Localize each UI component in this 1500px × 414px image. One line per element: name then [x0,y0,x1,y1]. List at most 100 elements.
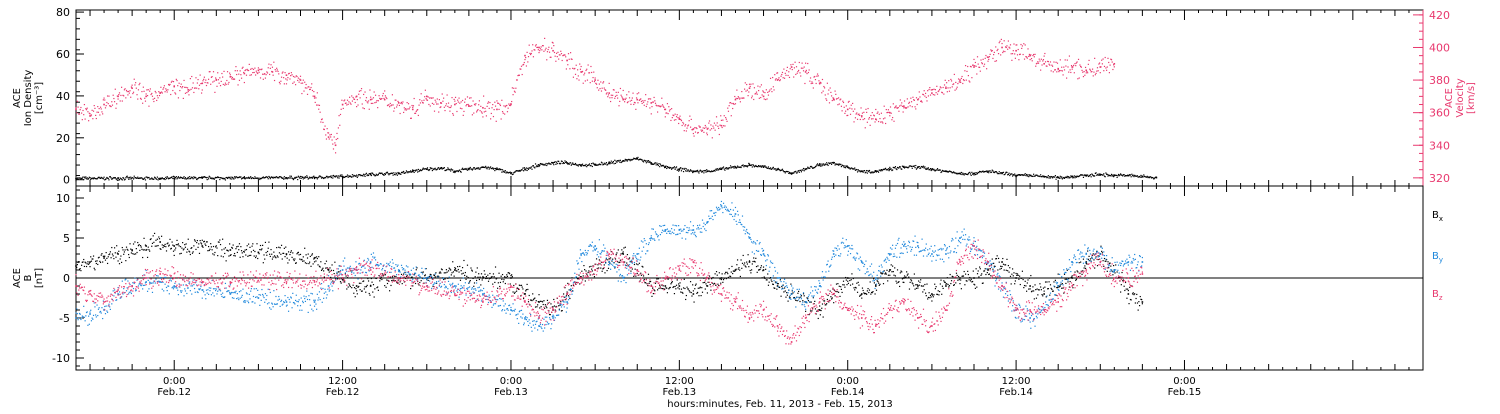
trace-dot [1099,62,1100,63]
trace-dot [764,278,765,279]
trace-dot [946,283,947,284]
trace-dot [820,163,821,164]
trace-dot [347,100,348,101]
trace-dot [724,273,725,274]
trace-dot [675,119,676,120]
trace-dot [711,278,712,279]
trace-dot [678,283,679,284]
trace-dot [823,316,824,317]
trace-dot [222,76,223,77]
trace-dot [1088,64,1089,65]
trace-dot [99,114,100,115]
trace-dot [456,111,457,112]
trace-dot [600,268,601,269]
data-point [412,109,414,111]
trace-dot [734,96,735,97]
trace-dot [946,82,947,83]
trace-dot [712,126,713,127]
trace-dot [1017,54,1018,55]
trace-dot [291,72,292,73]
trace-dot [236,246,237,247]
trace-dot [314,261,315,262]
trace-dot [515,292,516,293]
trace-dot [581,66,582,67]
trace-dot [1049,65,1050,66]
data-point [454,269,456,271]
trace-dot [562,310,563,311]
trace-dot [601,90,602,91]
trace-dot [891,119,892,120]
trace-dot [1004,174,1005,175]
trace-dot [524,293,525,294]
trace-dot [439,272,440,273]
trace-dot [645,282,646,283]
trace-dot [265,78,266,79]
trace-dot [484,270,485,271]
trace-dot [164,91,165,92]
trace-dot [80,268,81,269]
trace-dot [845,167,846,168]
trace-dot [132,85,133,86]
trace-dot [671,169,672,170]
trace-dot [538,166,539,167]
trace-dot [196,88,197,89]
trace-dot [702,292,703,293]
trace-dot [1100,72,1101,73]
trace-dot [468,277,469,278]
trace-dot [539,165,540,166]
trace-dot [294,260,295,261]
trace-dot [990,54,991,55]
trace-dot [811,302,812,303]
trace-dot [831,95,832,96]
trace-dot [529,295,530,296]
trace-dot [1011,60,1012,61]
trace-dot [691,119,692,120]
trace-dot [308,178,309,179]
trace-dot [523,170,524,171]
trace-dot [103,177,104,178]
y2-axis-label: ACE [1444,88,1455,108]
trace-dot [541,46,542,47]
trace-dot [151,93,152,94]
trace-dot [193,245,194,246]
trace-dot [1007,49,1008,50]
trace-dot [108,178,109,179]
trace-dot [435,168,436,169]
trace-dot [771,279,772,280]
trace-dot [1032,60,1033,61]
trace-dot [847,115,848,116]
trace-dot [375,175,376,176]
trace-dot [1094,58,1095,59]
trace-dot [772,77,773,78]
trace-dot [937,168,938,169]
trace-dot [254,178,255,179]
trace-dot [75,180,76,181]
trace-dot [437,169,438,170]
trace-dot [490,278,491,279]
trace-dot [376,102,377,103]
trace-dot [1041,59,1042,60]
trace-dot [635,102,636,103]
trace-dot [346,176,347,177]
trace-dot [673,167,674,168]
trace-dot [778,77,779,78]
trace-dot [492,104,493,105]
trace-dot [442,101,443,102]
trace-dot [1091,176,1092,177]
trace-dot [914,167,915,168]
trace-dot [502,274,503,275]
trace-dot [179,253,180,254]
trace-dot [418,284,419,285]
trace-dot [106,178,107,179]
trace-dot [856,113,857,114]
trace-dot [412,285,413,286]
trace-dot [546,59,547,60]
trace-dot [82,119,83,120]
trace-dot [802,300,803,301]
trace-dot [700,170,701,171]
trace-dot [487,103,488,104]
trace-dot [680,291,681,292]
trace-dot [730,276,731,277]
trace-dot [115,108,116,109]
trace-dot [301,93,302,94]
